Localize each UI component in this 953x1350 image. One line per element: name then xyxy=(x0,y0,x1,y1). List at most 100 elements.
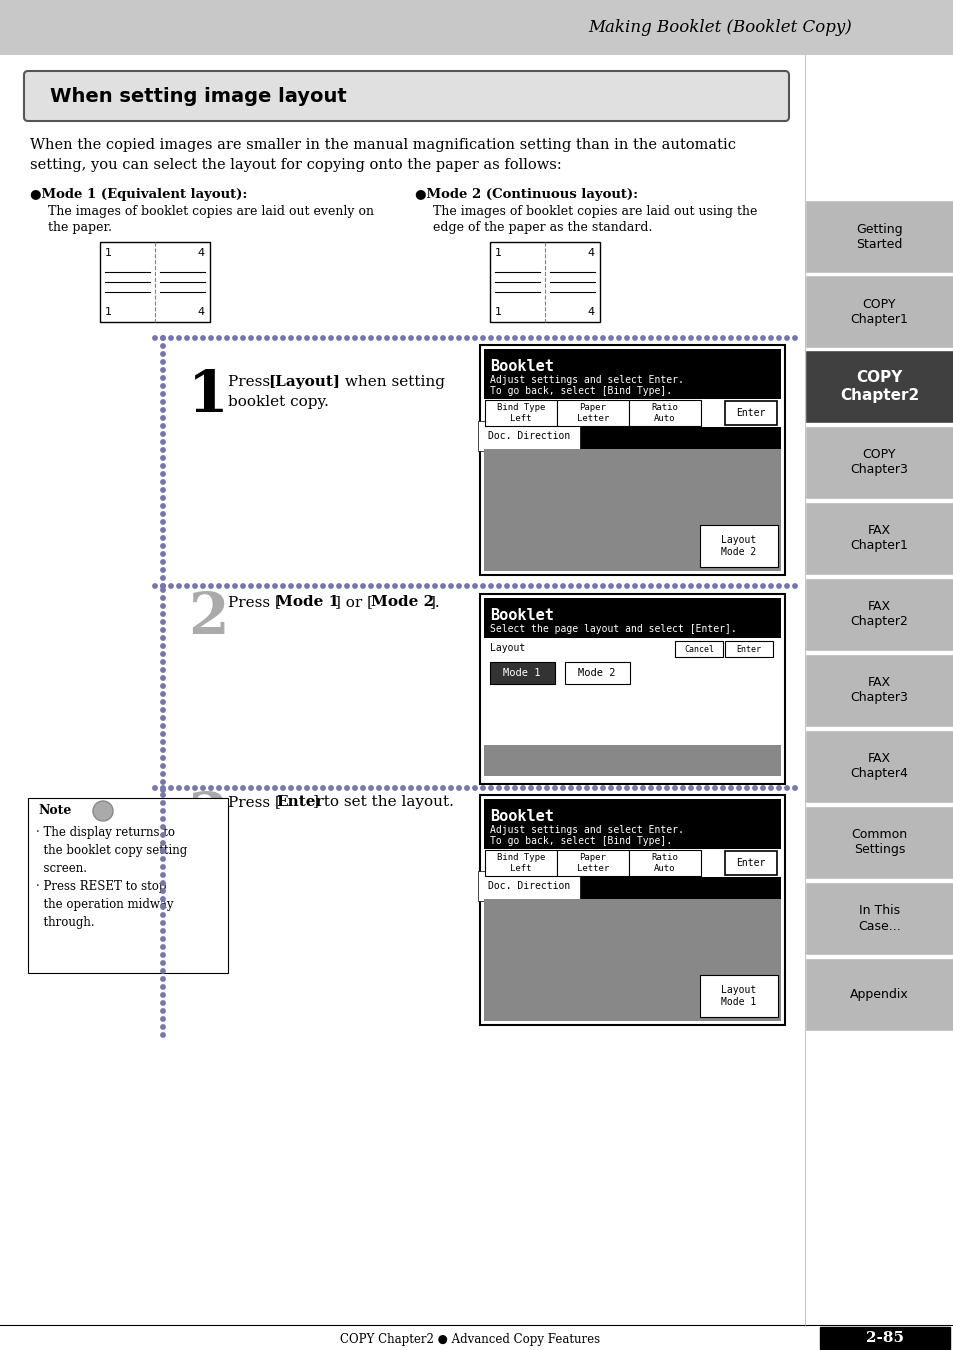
Circle shape xyxy=(440,336,445,340)
Circle shape xyxy=(552,786,557,790)
Circle shape xyxy=(161,1033,165,1037)
Circle shape xyxy=(760,786,764,790)
Circle shape xyxy=(249,786,253,790)
Circle shape xyxy=(161,448,165,452)
Circle shape xyxy=(344,336,349,340)
Circle shape xyxy=(161,984,165,990)
Circle shape xyxy=(617,583,620,589)
Circle shape xyxy=(680,786,684,790)
Circle shape xyxy=(513,786,517,790)
Circle shape xyxy=(209,583,213,589)
Circle shape xyxy=(448,336,453,340)
Text: Paper
Letter: Paper Letter xyxy=(577,853,608,872)
Circle shape xyxy=(161,691,165,697)
Bar xyxy=(483,745,781,776)
Circle shape xyxy=(656,786,660,790)
Text: 4: 4 xyxy=(197,248,205,258)
Circle shape xyxy=(624,786,629,790)
Circle shape xyxy=(353,786,356,790)
Circle shape xyxy=(161,740,165,744)
Text: edge of the paper as the standard.: edge of the paper as the standard. xyxy=(433,221,652,234)
Circle shape xyxy=(672,786,677,790)
Circle shape xyxy=(265,786,269,790)
Circle shape xyxy=(161,724,165,728)
Circle shape xyxy=(416,583,421,589)
Circle shape xyxy=(161,896,165,902)
Text: Layout
Mode 2: Layout Mode 2 xyxy=(720,535,756,556)
Circle shape xyxy=(360,583,365,589)
Circle shape xyxy=(384,583,389,589)
Circle shape xyxy=(792,336,797,340)
Circle shape xyxy=(632,336,637,340)
Bar xyxy=(484,400,557,427)
Text: FAX
Chapter1: FAX Chapter1 xyxy=(850,525,907,552)
Circle shape xyxy=(672,336,677,340)
Bar xyxy=(483,639,781,780)
Bar xyxy=(490,242,599,323)
Circle shape xyxy=(216,336,221,340)
Circle shape xyxy=(537,336,540,340)
Text: Note: Note xyxy=(38,803,71,817)
Circle shape xyxy=(704,336,708,340)
Circle shape xyxy=(161,487,165,493)
Circle shape xyxy=(720,786,724,790)
Circle shape xyxy=(600,336,604,340)
Circle shape xyxy=(169,786,173,790)
Circle shape xyxy=(704,583,708,589)
Circle shape xyxy=(520,583,525,589)
Circle shape xyxy=(185,786,189,790)
Circle shape xyxy=(792,583,797,589)
Bar xyxy=(804,806,953,879)
Circle shape xyxy=(161,1008,165,1014)
Circle shape xyxy=(161,408,165,412)
Text: 3: 3 xyxy=(188,790,229,846)
Circle shape xyxy=(640,786,644,790)
Circle shape xyxy=(568,336,573,340)
Circle shape xyxy=(313,786,316,790)
Circle shape xyxy=(712,583,717,589)
Circle shape xyxy=(344,786,349,790)
Circle shape xyxy=(161,352,165,356)
Circle shape xyxy=(552,336,557,340)
Circle shape xyxy=(161,504,165,508)
Circle shape xyxy=(369,336,373,340)
Text: Enter: Enter xyxy=(736,859,765,868)
Text: 4: 4 xyxy=(197,306,205,317)
Circle shape xyxy=(792,786,797,790)
Circle shape xyxy=(329,786,333,790)
Circle shape xyxy=(376,786,381,790)
Text: ] to set the layout.: ] to set the layout. xyxy=(313,795,454,809)
Circle shape xyxy=(752,336,757,340)
Text: Cancel: Cancel xyxy=(683,644,713,653)
Text: COPY Chapter2 ● Advanced Copy Features: COPY Chapter2 ● Advanced Copy Features xyxy=(339,1334,599,1346)
Circle shape xyxy=(161,471,165,477)
Circle shape xyxy=(464,583,469,589)
Circle shape xyxy=(249,583,253,589)
Circle shape xyxy=(313,336,316,340)
Circle shape xyxy=(360,336,365,340)
Circle shape xyxy=(409,786,413,790)
Circle shape xyxy=(664,583,668,589)
Circle shape xyxy=(161,786,165,790)
Circle shape xyxy=(776,786,781,790)
Circle shape xyxy=(161,520,165,524)
Circle shape xyxy=(376,583,381,589)
Circle shape xyxy=(152,336,157,340)
Circle shape xyxy=(344,583,349,589)
Text: when setting: when setting xyxy=(339,375,444,389)
Circle shape xyxy=(161,512,165,516)
Circle shape xyxy=(161,628,165,632)
Circle shape xyxy=(176,583,181,589)
Circle shape xyxy=(577,786,580,790)
Text: 1: 1 xyxy=(188,369,229,424)
Bar xyxy=(483,450,781,571)
Circle shape xyxy=(497,583,500,589)
Circle shape xyxy=(336,336,341,340)
Circle shape xyxy=(161,375,165,381)
Circle shape xyxy=(161,1000,165,1006)
Circle shape xyxy=(617,786,620,790)
Circle shape xyxy=(656,336,660,340)
Circle shape xyxy=(353,583,356,589)
Circle shape xyxy=(744,786,748,790)
Circle shape xyxy=(480,583,485,589)
